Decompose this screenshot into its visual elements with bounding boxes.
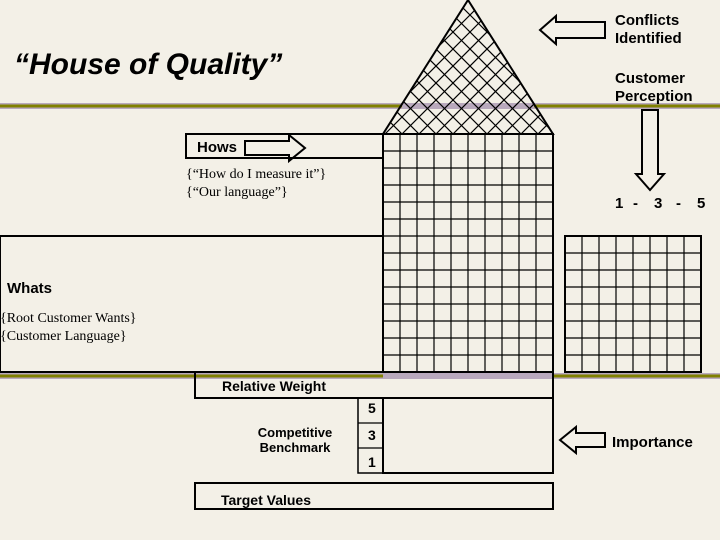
cust-line2: Perception (615, 88, 693, 105)
whats-sub2: {Customer Language} (0, 329, 127, 344)
scale-d2: - (676, 195, 681, 212)
hows-label: Hows (197, 139, 237, 156)
hows-sub: {“How do I measure it”} {“Our language”} (186, 166, 326, 201)
whats-label: Whats (7, 280, 52, 297)
customer-perception-label: Customer Perception (615, 70, 693, 106)
cust-line1: Customer (615, 70, 685, 87)
bench-3: 3 (368, 427, 376, 443)
scale-1: 1 (615, 195, 623, 212)
conflicts-label: Conflicts Identified (615, 12, 682, 48)
conflicts-line1: Conflicts (615, 12, 679, 29)
whats-sub1: {Root Customer Wants} (0, 311, 137, 326)
relative-weight-label: Relative Weight (222, 378, 326, 394)
bench-5: 5 (368, 400, 376, 416)
whats-sub: {Root Customer Wants} {Customer Language… (0, 310, 137, 345)
conflicts-line2: Identified (615, 30, 682, 47)
bench-1: 1 (368, 454, 376, 470)
hows-sub1: {“How do I measure it”} (186, 167, 326, 182)
accent-stripe-bottom (0, 373, 720, 379)
target-values-label: Target Values (221, 492, 311, 508)
importance-label: Importance (612, 434, 693, 451)
comp-line2: Benchmark (260, 440, 331, 455)
competitive-benchmark-label: Competitive Benchmark (240, 425, 350, 455)
comp-line1: Competitive (258, 425, 332, 440)
accent-stripe-top (0, 103, 720, 109)
page-title: “House of Quality” (14, 48, 282, 82)
hows-sub2: {“Our language”} (186, 185, 288, 200)
scale-5: 5 (697, 195, 705, 212)
scale-3: 3 (654, 195, 662, 212)
scale-d1: - (633, 195, 638, 212)
